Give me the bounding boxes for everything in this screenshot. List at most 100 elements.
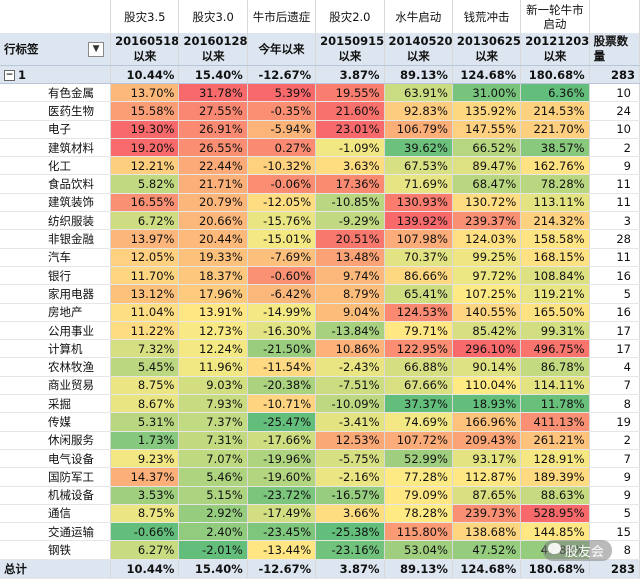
return-cell: 158.58% bbox=[520, 229, 590, 249]
return-cell: 221.70% bbox=[520, 120, 590, 139]
stock-count: 17 bbox=[589, 339, 640, 359]
return-cell: -10.71% bbox=[247, 394, 317, 414]
industry-row: 采掘 8.67% 7.93% -10.71% -10.09% 37.37% 18.93% 11… bbox=[0, 394, 640, 414]
stock-count: 8 bbox=[589, 394, 640, 414]
period-name-5: 钱荒冲击 bbox=[452, 0, 522, 33]
row-label-header-text: 行标签 bbox=[4, 41, 39, 56]
return-cell: 5.82% bbox=[110, 174, 180, 194]
return-cell: -0.60% bbox=[247, 266, 317, 286]
return-cell: -7.51% bbox=[315, 376, 385, 396]
period-date-4[interactable]: 20140520 以来 bbox=[384, 33, 453, 66]
industry-row: 汽车 12.05% 19.33% -7.69% 13.48% 70.37% 99.25% 16… bbox=[0, 248, 640, 267]
row-label-header[interactable]: 行标签 ▼ bbox=[0, 33, 112, 66]
industry-row: 非银金融 13.97% 20.44% -15.01% 20.51% 107.98% 124.… bbox=[0, 229, 640, 249]
industry-name: 公用事业 bbox=[0, 321, 112, 341]
period-date-2[interactable]: 今年以来 bbox=[247, 33, 317, 66]
return-cell: -20.38% bbox=[247, 376, 317, 396]
return-cell: 130.72% bbox=[452, 193, 522, 213]
filter-dropdown-icon[interactable]: ▼ bbox=[88, 42, 105, 57]
return-cell: -15.76% bbox=[247, 211, 317, 231]
period-header-row: 股灾3.5 股灾3.0 牛市后遗症 股灾2.0 水牛启动 钱荒冲击 新一轮牛市启… bbox=[0, 0, 640, 33]
collapse-icon[interactable]: − bbox=[4, 69, 15, 81]
period-date-3[interactable]: 20150915 以来 bbox=[315, 33, 385, 66]
industry-row: 交通运输 -0.66% 2.40% -23.45% -25.38% 115.80% 138.… bbox=[0, 522, 640, 542]
return-cell: 19.33% bbox=[178, 248, 248, 267]
return-cell: 239.37% bbox=[452, 211, 522, 231]
corner-cell bbox=[0, 0, 112, 33]
return-cell: 13.48% bbox=[315, 248, 385, 267]
stock-count: 9 bbox=[589, 486, 640, 505]
industry-row: 房地产 11.04% 13.91% -14.99% 9.04% 124.53% 140.55… bbox=[0, 303, 640, 322]
industry-name: 计算机 bbox=[0, 339, 112, 359]
period-date-1[interactable]: 20160128 以来 bbox=[178, 33, 248, 66]
industry-name: 建筑材料 bbox=[0, 138, 112, 158]
industry-name: 电气设备 bbox=[0, 449, 112, 469]
return-cell: 13.97% bbox=[110, 229, 180, 249]
return-cell: -25.47% bbox=[247, 412, 317, 432]
return-cell: 18.93% bbox=[452, 394, 522, 414]
return-cell: -13.84% bbox=[315, 321, 385, 341]
industry-row: 银行 11.70% 18.37% -0.60% 9.74% 86.66% 97.72% 108… bbox=[0, 266, 640, 286]
return-cell: 496.75% bbox=[520, 339, 590, 359]
group-value: -12.67% bbox=[247, 65, 317, 84]
period-date-6[interactable]: 20121203 以来 bbox=[520, 33, 590, 66]
return-cell: 107.25% bbox=[452, 284, 522, 304]
return-cell: 168.15% bbox=[520, 248, 590, 267]
stock-count-header[interactable]: 股票数量 bbox=[589, 33, 640, 66]
period-date-0[interactable]: 20160518 以来 bbox=[110, 33, 180, 66]
return-cell: 115.80% bbox=[384, 522, 453, 542]
return-cell: 5.45% bbox=[110, 357, 180, 377]
stock-count: 2 bbox=[589, 431, 640, 450]
return-cell: 6.27% bbox=[110, 540, 180, 560]
return-cell: 89.47% bbox=[452, 156, 522, 176]
return-cell: 7.31% bbox=[178, 431, 248, 450]
industry-row: 农林牧渔 5.45% 11.96% -11.54% -2.43% 66.88% 90.14%… bbox=[0, 357, 640, 377]
return-cell: 17.96% bbox=[178, 284, 248, 304]
return-cell: 124.03% bbox=[452, 229, 522, 249]
return-cell: 39.62% bbox=[384, 138, 453, 158]
return-cell: 108.84% bbox=[520, 266, 590, 286]
return-cell: 107.98% bbox=[384, 229, 453, 249]
return-cell: 11.70% bbox=[110, 266, 180, 286]
return-cell: -15.01% bbox=[247, 229, 317, 249]
stock-count: 9 bbox=[589, 467, 640, 487]
return-cell: 19.30% bbox=[110, 120, 180, 139]
return-cell: 90.14% bbox=[452, 357, 522, 377]
return-cell: -19.96% bbox=[247, 449, 317, 469]
total-label: 总计 bbox=[0, 558, 112, 579]
return-cell: -23.16% bbox=[315, 540, 385, 560]
return-cell: 20.66% bbox=[178, 211, 248, 231]
return-cell: 8.67% bbox=[110, 394, 180, 414]
period-date-5[interactable]: 20130625 以来 bbox=[452, 33, 522, 66]
return-cell: 78.28% bbox=[384, 504, 453, 524]
return-cell: 99.25% bbox=[452, 248, 522, 267]
industry-name: 建筑装饰 bbox=[0, 193, 112, 213]
return-cell: 9.04% bbox=[315, 303, 385, 322]
stock-count: 7 bbox=[589, 449, 640, 469]
return-cell: 85.42% bbox=[452, 321, 522, 341]
group-label-cell[interactable]: −1 bbox=[0, 65, 112, 84]
return-cell: 122.95% bbox=[384, 339, 453, 359]
return-cell: -0.06% bbox=[247, 174, 317, 194]
return-cell: 162.76% bbox=[520, 156, 590, 176]
return-cell: 10.86% bbox=[315, 339, 385, 359]
return-cell: 12.53% bbox=[315, 431, 385, 450]
return-cell: 79.09% bbox=[384, 486, 453, 505]
return-cell: 15.58% bbox=[110, 101, 180, 121]
industry-name: 商业贸易 bbox=[0, 376, 112, 396]
return-cell: 68.47% bbox=[452, 174, 522, 194]
return-cell: 66.52% bbox=[452, 138, 522, 158]
industry-row: 商业贸易 8.75% 9.03% -20.38% -7.51% 67.66% 110.04%… bbox=[0, 376, 640, 396]
return-cell: 0.27% bbox=[247, 138, 317, 158]
return-cell: 97.72% bbox=[452, 266, 522, 286]
return-cell: 110.04% bbox=[452, 376, 522, 396]
return-cell: 411.13% bbox=[520, 412, 590, 432]
return-cell: 138.68% bbox=[452, 522, 522, 542]
industry-row: 公用事业 11.22% 12.73% -16.30% -13.84% 79.71% 85.4… bbox=[0, 321, 640, 341]
group-value: 89.13% bbox=[384, 65, 453, 84]
stock-count: 3 bbox=[589, 211, 640, 231]
industry-name: 银行 bbox=[0, 266, 112, 286]
return-cell: 20.79% bbox=[178, 193, 248, 213]
industry-name: 农林牧渔 bbox=[0, 357, 112, 377]
industry-name: 化工 bbox=[0, 156, 112, 176]
